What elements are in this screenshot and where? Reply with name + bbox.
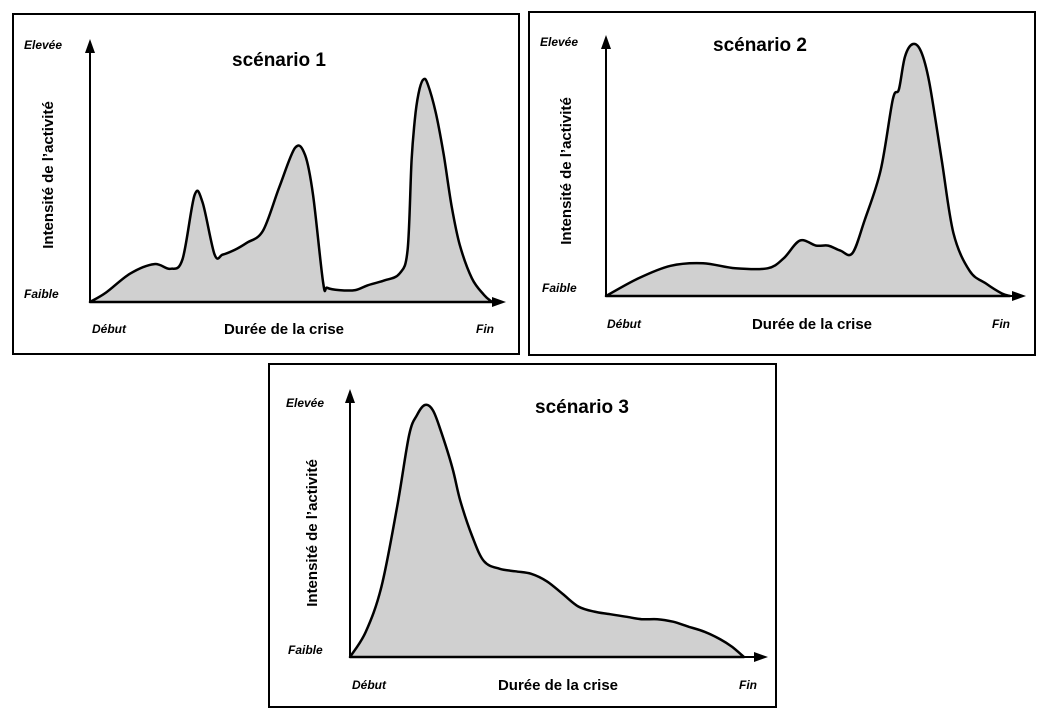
y-tick-label-low-3: Faible [288, 643, 323, 657]
y-axis-arrow-3 [345, 389, 355, 403]
y-tick-label-high-2: Elevée [540, 35, 578, 49]
x-tick-label-end-3: Fin [739, 678, 757, 692]
y-tick-label-low-2: Faible [542, 281, 577, 295]
y-axis-title-2: Intensité de l’activité [558, 97, 575, 245]
x-axis-arrow-3 [754, 652, 768, 662]
y-tick-label-high-1: Elevée [24, 38, 62, 52]
series-area-1 [88, 77, 494, 304]
chart-svg-1: scénario 1 Elevée Faible Début Fin Durée… [24, 38, 506, 338]
chart-svg-2: scénario 2 Elevée Faible Début Fin Durée… [540, 35, 1026, 333]
x-tick-label-end-2: Fin [992, 317, 1010, 331]
x-tick-label-end-1: Fin [476, 322, 494, 336]
y-axis-title-3: Intensité de l’activité [304, 459, 321, 607]
y-axis-arrow-2 [601, 35, 611, 49]
chart-title-1: scénario 1 [232, 50, 326, 71]
x-tick-label-start-1: Début [92, 322, 127, 336]
chart-panel-3: scénario 3 Elevée Faible Début Fin Durée… [268, 363, 777, 708]
chart-panel-1: scénario 1 Elevée Faible Début Fin Durée… [12, 13, 520, 355]
x-axis-title-1: Durée de la crise [224, 321, 344, 338]
x-axis-title-3: Durée de la crise [498, 677, 618, 694]
chart-panel-2: scénario 2 Elevée Faible Début Fin Durée… [528, 11, 1036, 356]
x-tick-label-start-3: Début [352, 678, 387, 692]
chart-svg-3: scénario 3 Elevée Faible Début Fin Durée… [286, 389, 768, 694]
y-tick-label-high-3: Elevée [286, 396, 324, 410]
y-axis-arrow-1 [85, 39, 95, 53]
y-tick-label-low-1: Faible [24, 287, 59, 301]
chart-title-2: scénario 2 [713, 35, 807, 56]
y-axis-title-1: Intensité de l’activité [40, 101, 57, 249]
x-tick-label-start-2: Début [607, 317, 642, 331]
x-axis-arrow-2 [1012, 291, 1026, 301]
x-axis-arrow-1 [492, 297, 506, 307]
x-axis-title-2: Durée de la crise [752, 316, 872, 333]
series-area-3 [348, 403, 746, 659]
series-area-2 [604, 42, 1012, 298]
chart-title-3: scénario 3 [535, 397, 629, 418]
